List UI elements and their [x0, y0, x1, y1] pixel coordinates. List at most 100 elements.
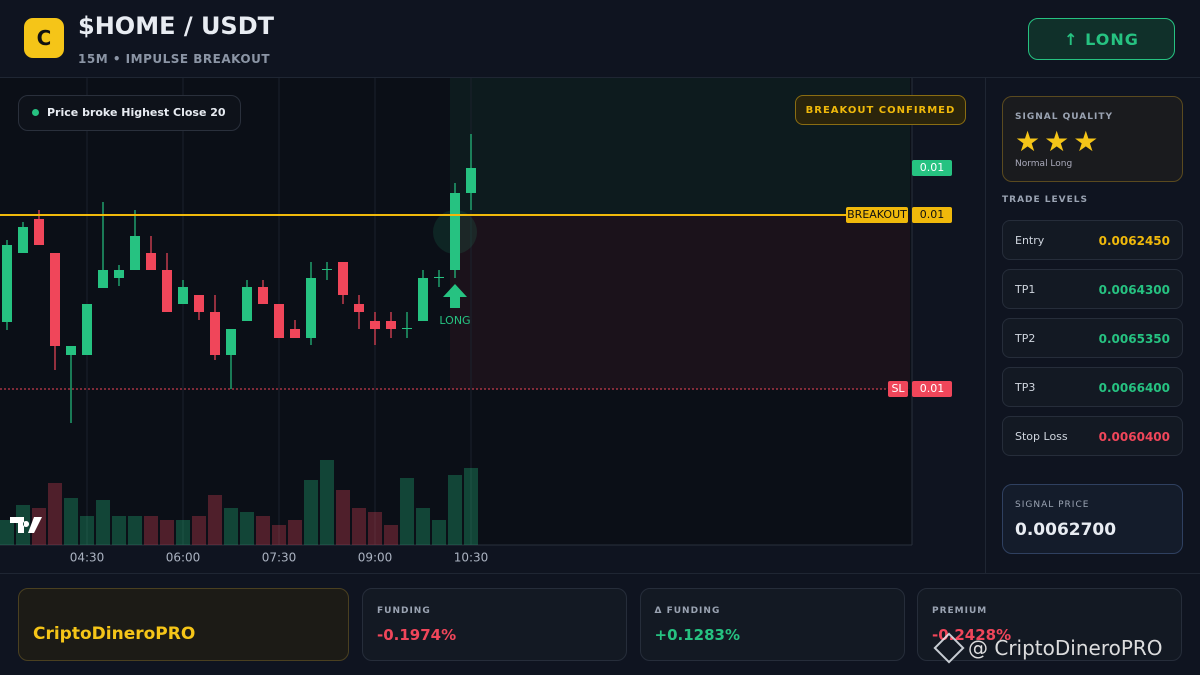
x-tick-label: 04:30	[70, 551, 105, 565]
volume-bar	[384, 525, 398, 545]
x-tick-label: 09:00	[358, 551, 393, 565]
candle-body	[386, 321, 396, 329]
candle-body	[82, 304, 92, 355]
level-value: 0.0065350	[1098, 332, 1170, 346]
price-tag	[912, 160, 952, 176]
candle-body	[434, 277, 444, 278]
candle-body	[50, 253, 60, 346]
candle-body	[274, 304, 284, 338]
volume-bar	[160, 520, 174, 545]
level-name: TP2	[1015, 332, 1036, 345]
level-name: Stop Loss	[1015, 430, 1068, 443]
x-tick-label: 10:30	[454, 551, 489, 565]
level-value: 0.0062450	[1098, 234, 1170, 248]
volume-bar	[144, 516, 158, 545]
x-tick-label: 07:30	[262, 551, 297, 565]
chart-bg	[0, 78, 912, 545]
subtitle: 15M • IMPULSE BREAKOUT	[78, 52, 271, 66]
volume-bar	[288, 520, 302, 545]
candle-body	[290, 329, 300, 338]
metric-card: FUNDING -0.1974%	[362, 588, 627, 661]
signal-price-title: SIGNAL PRICE	[1015, 500, 1090, 510]
candle-body	[210, 312, 220, 355]
level-value: 0.0064300	[1098, 283, 1170, 297]
badge: Price broke Highest Close 20	[18, 95, 241, 131]
level-row: Stop Loss 0.0060400	[1002, 416, 1183, 456]
volume-bar	[304, 480, 318, 545]
candle-body	[370, 321, 380, 329]
chart: 04:30 06:00 07:30 09:00 10:30 BREAKOUT 0.01 SL 0…	[0, 78, 952, 565]
volume-bar	[320, 460, 334, 545]
level-row: TP3 0.0066400	[1002, 367, 1183, 407]
volume-bar	[416, 508, 430, 545]
volume-bar	[368, 512, 382, 545]
metric-label: FUNDING	[377, 606, 431, 616]
volume-bar	[112, 516, 126, 545]
candle-body	[450, 193, 460, 270]
volume-bar	[240, 512, 254, 545]
candle-body	[354, 304, 364, 312]
divider	[985, 78, 986, 573]
signal-arrow	[443, 284, 467, 308]
level-row: TP2 0.0065350	[1002, 318, 1183, 358]
last-price-label: 0.01	[920, 161, 945, 174]
volume-bar	[128, 516, 142, 545]
volume-bar	[432, 520, 446, 545]
divider	[0, 77, 1200, 78]
volume-bar	[0, 520, 14, 545]
price-label: 0.01	[920, 208, 945, 221]
badge-dot	[32, 109, 39, 116]
metric-value: -0.1974%	[377, 626, 457, 644]
candle-body	[98, 270, 108, 288]
candle-body	[130, 236, 140, 270]
metric-value: +0.1283%	[654, 626, 740, 644]
signal-price-card: SIGNAL PRICE 0.0062700	[1002, 484, 1183, 554]
brand: CriptoDineroPRO	[33, 624, 196, 644]
volume-bar	[208, 495, 222, 545]
candle-body	[226, 329, 236, 355]
brand-card: CriptoDineroPRO	[18, 588, 349, 661]
tv-logo	[10, 517, 42, 533]
price-label: 0.01	[920, 382, 945, 395]
volume-bar	[80, 516, 94, 545]
candle-body	[162, 270, 172, 312]
metric-label: PREMIUM	[932, 606, 988, 616]
volume-bar	[464, 468, 478, 545]
level-name: BREAKOUT	[847, 208, 907, 221]
level-name: SL	[891, 382, 905, 395]
volume-bar	[192, 516, 206, 545]
candle-body	[194, 295, 204, 312]
title: $HOME / USDT	[78, 12, 275, 40]
candle-body	[338, 262, 348, 295]
star: ★	[1044, 125, 1074, 158]
quality-card: SIGNAL QUALITY ★★★ Normal Long	[1002, 96, 1183, 182]
volume-bar	[400, 478, 414, 545]
level-value: 0.0060400	[1098, 430, 1170, 444]
candle-body	[258, 287, 268, 304]
divider	[0, 573, 1200, 574]
volume-bar	[96, 500, 110, 545]
candle-body	[114, 270, 124, 278]
long-button[interactable]: ↑ LONG	[1028, 18, 1175, 60]
candle-body	[34, 219, 44, 245]
signal-label: LONG	[439, 314, 470, 327]
level-row: Entry 0.0062450	[1002, 220, 1183, 260]
logo: C	[24, 18, 64, 58]
price-tag	[912, 207, 952, 223]
metric-card: Δ FUNDING +0.1283%	[639, 588, 905, 661]
volume-bar	[448, 475, 462, 545]
metric-label: Δ FUNDING	[654, 606, 721, 616]
volume-bar	[256, 516, 270, 545]
volume-bar	[336, 490, 350, 545]
status: BREAKOUT CONFIRMED	[795, 95, 966, 125]
candle-body	[242, 287, 252, 321]
candle-body	[418, 278, 428, 321]
level-tag	[888, 381, 908, 397]
volume-bar	[224, 508, 238, 545]
level-name: TP1	[1015, 283, 1036, 296]
quality-label: Normal Long	[1015, 159, 1073, 169]
star: ★	[1073, 125, 1103, 158]
candle-body	[146, 253, 156, 270]
price-tag	[912, 381, 952, 397]
level-name: Entry	[1015, 234, 1045, 247]
